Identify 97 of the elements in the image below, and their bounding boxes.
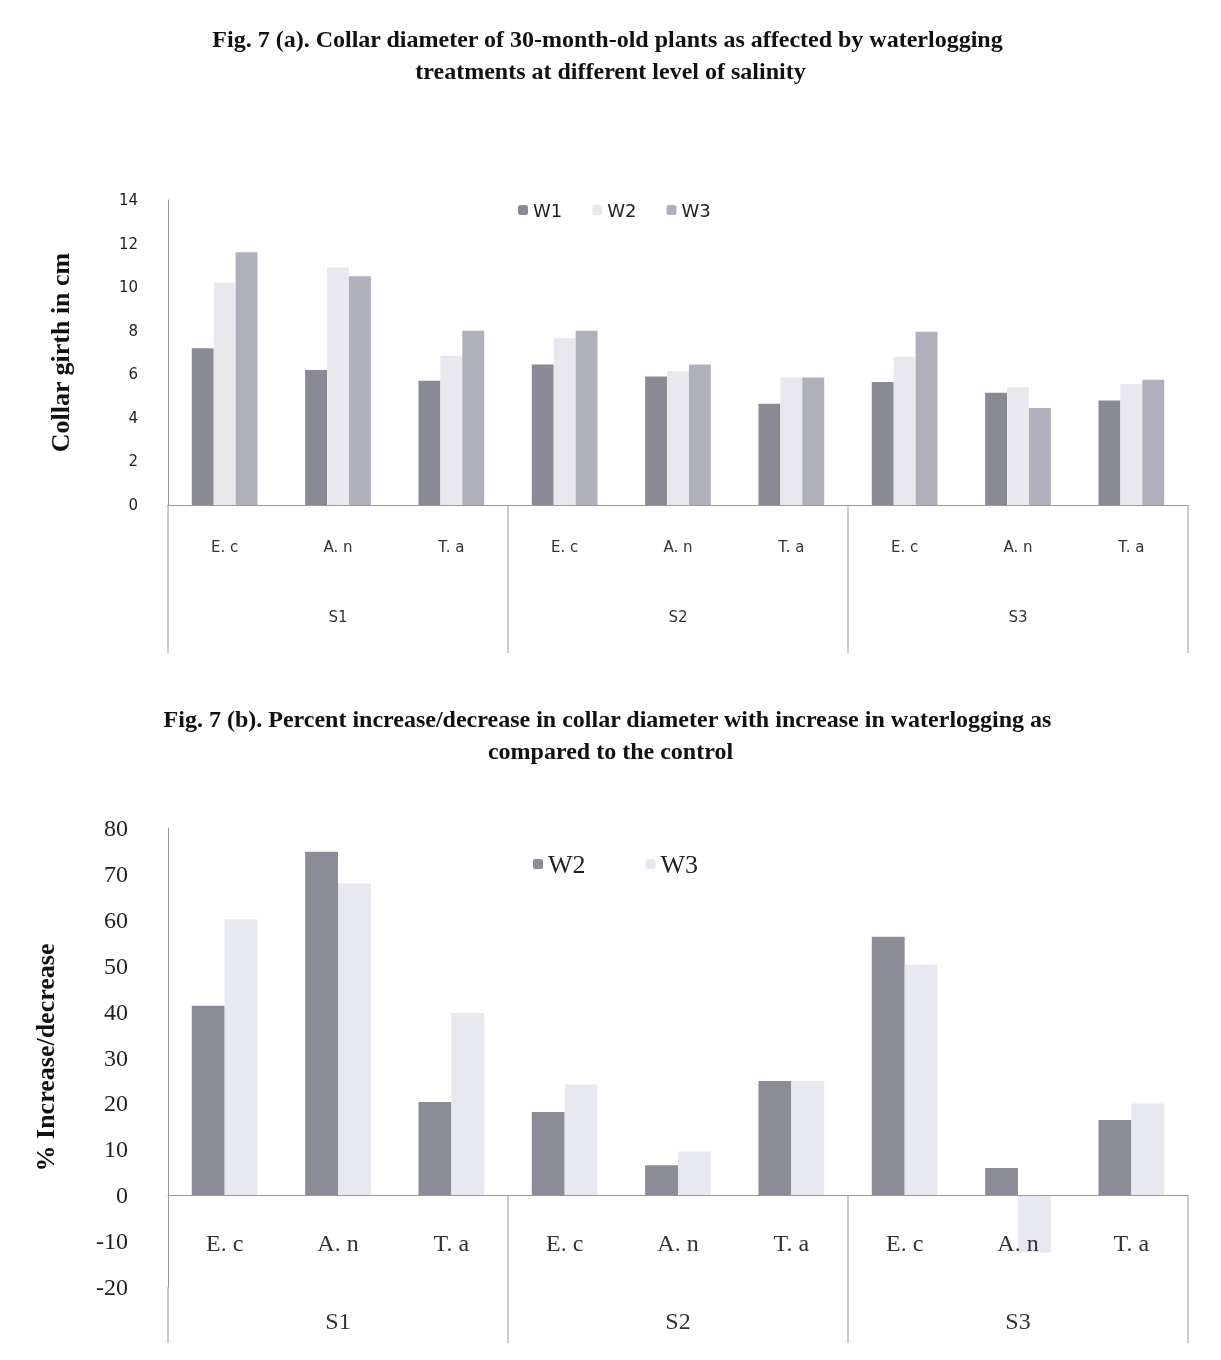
y-tick-label: 20 — [104, 1090, 128, 1117]
bar — [1018, 1195, 1051, 1253]
bar — [575, 330, 598, 505]
bar — [1007, 387, 1029, 505]
y-tick-label: 2 — [128, 452, 138, 471]
x-tick-label: T. a — [1117, 537, 1145, 556]
x-tick-label: T. a — [777, 537, 805, 556]
y-tick-label: 80 — [104, 815, 128, 841]
x-tick-label: A. n — [323, 537, 353, 556]
legend-label: W1 — [533, 199, 563, 221]
x-tick-label: E. c — [891, 537, 919, 556]
bar — [305, 851, 338, 1196]
y-tick-label: 12 — [118, 234, 138, 253]
x-tick-label: A. n — [317, 1230, 359, 1257]
bar — [1098, 400, 1121, 505]
bar — [531, 1112, 565, 1196]
bar — [348, 276, 371, 505]
bar — [553, 338, 576, 505]
bar — [915, 331, 938, 505]
bar — [791, 1080, 825, 1196]
y-tick-label: 6 — [128, 365, 138, 384]
bar — [1098, 1119, 1132, 1196]
text: S1 — [328, 607, 348, 626]
x-tick-label: E. c — [886, 1230, 924, 1257]
bar — [678, 1151, 711, 1196]
x-tick-label: E. c — [206, 1230, 244, 1257]
bar — [462, 330, 485, 505]
bar — [871, 381, 894, 505]
bar — [191, 348, 214, 505]
bar — [802, 377, 825, 505]
legend-label: W3 — [660, 849, 699, 879]
bar — [904, 964, 938, 1196]
bar — [871, 936, 905, 1196]
y-tick-label: 70 — [104, 860, 128, 887]
bar — [688, 364, 711, 505]
bar — [235, 252, 258, 505]
bar — [224, 919, 258, 1196]
y-tick-label: -10 — [96, 1228, 128, 1255]
y-tick-label: -20 — [96, 1274, 128, 1300]
bar — [758, 403, 781, 505]
y-axis-title: Collar girth in cm — [45, 252, 75, 453]
bar — [418, 380, 441, 505]
x-tick-label: E. c — [551, 537, 579, 556]
text: S1 — [325, 1308, 351, 1334]
bar — [893, 356, 916, 505]
y-tick-label: 60 — [104, 906, 128, 933]
bar — [451, 1012, 485, 1196]
x-tick-label: T. a — [433, 1230, 470, 1257]
text: S2 — [668, 607, 688, 626]
bar — [531, 364, 554, 505]
bar — [780, 377, 803, 505]
y-tick-label: 0 — [128, 496, 138, 514]
x-tick-label: A. n — [657, 1230, 699, 1257]
y-tick-label: 40 — [104, 998, 128, 1025]
y-tick-label: 10 — [118, 278, 138, 297]
bar — [1142, 379, 1165, 505]
chart-title: Fig. 7 (b). Percent increase/decrease in collar diameter with increase in waterlogging as compared to the control — [163, 706, 1058, 764]
text: S3 — [1008, 607, 1028, 626]
bar — [645, 376, 668, 505]
bar — [985, 1168, 1018, 1196]
bar — [327, 267, 349, 505]
bar — [564, 1084, 598, 1196]
bar — [1131, 1103, 1165, 1196]
bar — [305, 369, 328, 505]
legend-label: W2 — [607, 199, 637, 221]
bar — [440, 355, 463, 505]
text: S2 — [665, 1308, 691, 1334]
x-tick-label: T. a — [437, 537, 465, 556]
y-tick-label: 14 — [118, 191, 138, 209]
bar — [645, 1165, 678, 1196]
y-axis-title: % Increase/decrease — [30, 943, 60, 1172]
x-tick-label: T. a — [1113, 1230, 1150, 1257]
y-tick-label: 30 — [104, 1044, 128, 1071]
y-tick-label: 8 — [128, 321, 138, 340]
bar — [191, 1005, 225, 1196]
bar — [418, 1102, 452, 1196]
bar — [758, 1080, 792, 1196]
bar — [213, 282, 236, 505]
bar — [667, 371, 689, 505]
chart-title: Fig. 7 (a). Collar diameter of 30-month-old plants as affected by waterlogging treatments at different level of salinity — [212, 26, 1009, 84]
y-tick-label: 4 — [128, 408, 138, 427]
legend-label: W3 — [681, 199, 711, 221]
x-tick-label: E. c — [546, 1230, 584, 1257]
y-tick-label: 0 — [116, 1182, 128, 1209]
bar — [1120, 384, 1143, 505]
x-tick-label: T. a — [773, 1230, 810, 1257]
x-tick-label: E. c — [211, 537, 239, 556]
y-tick-label: 50 — [104, 952, 128, 979]
x-tick-label: A. n — [997, 1230, 1039, 1257]
legend-label: W2 — [548, 849, 586, 879]
y-tick-label: 10 — [104, 1136, 128, 1163]
bar — [1028, 408, 1051, 505]
x-tick-label: A. n — [663, 537, 693, 556]
text: S3 — [1005, 1308, 1031, 1334]
bar — [985, 392, 1008, 505]
x-tick-label: A. n — [1003, 537, 1033, 556]
bar — [338, 883, 371, 1196]
